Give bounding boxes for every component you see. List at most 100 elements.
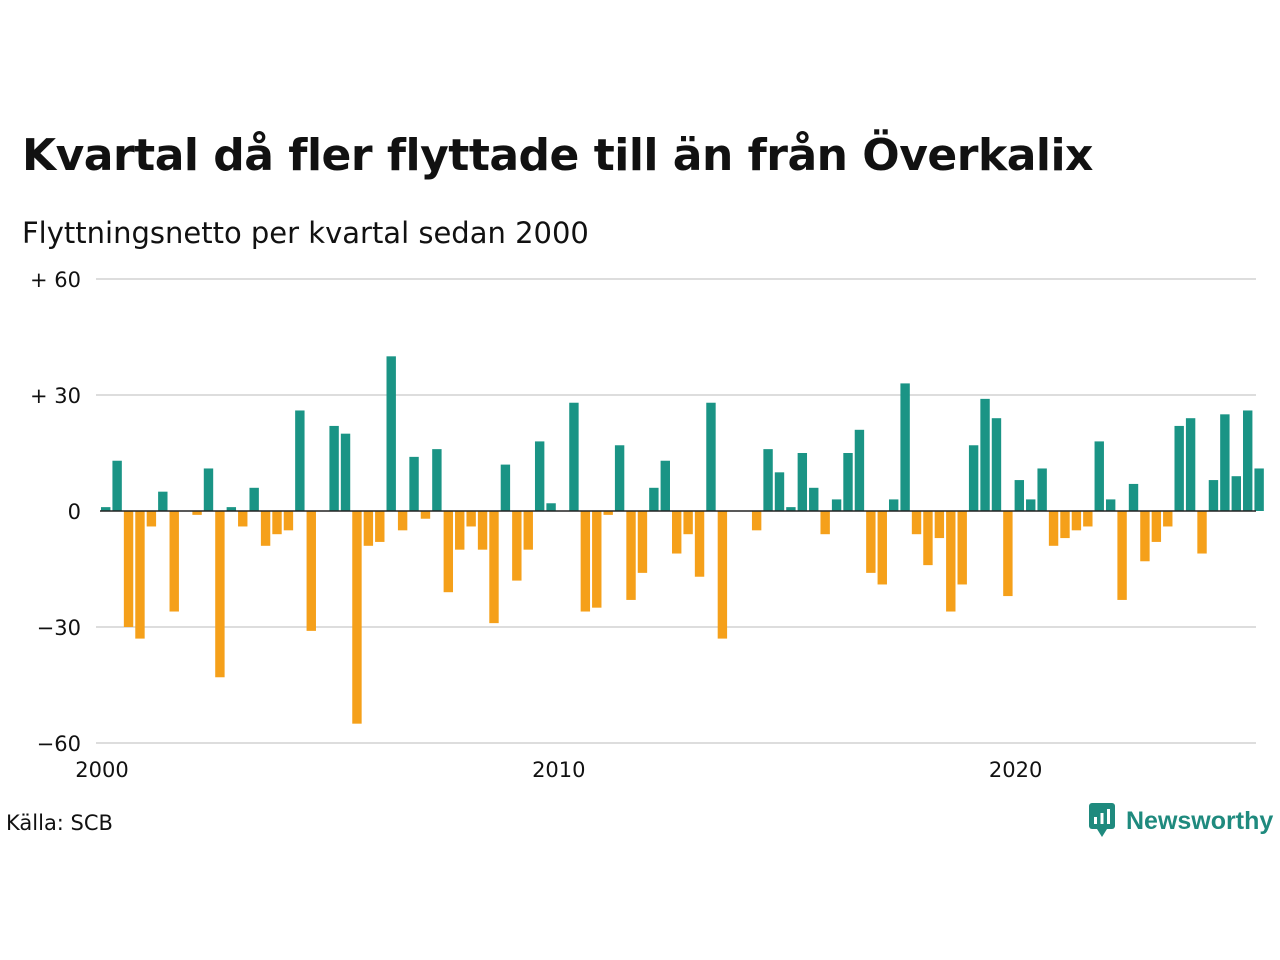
bar-positive xyxy=(226,507,237,511)
bar-negative xyxy=(923,511,933,566)
y-tick-label: −60 xyxy=(37,732,81,756)
bar-negative xyxy=(1003,511,1013,597)
bar-positive xyxy=(534,441,545,511)
bar-negative xyxy=(215,511,225,678)
bar-positive xyxy=(500,464,511,511)
bar-negative xyxy=(1117,511,1127,600)
bar-negative xyxy=(672,511,682,554)
bar-negative xyxy=(455,511,465,550)
bar-positive xyxy=(888,499,899,511)
bar-positive xyxy=(774,472,785,511)
bar-positive xyxy=(649,487,659,511)
bar-positive xyxy=(101,507,111,511)
bar-positive xyxy=(1128,483,1139,511)
bar-negative xyxy=(512,511,522,581)
bar-positive xyxy=(158,491,168,511)
bar-positive xyxy=(329,425,339,511)
bar-negative xyxy=(1151,511,1162,542)
bar-negative xyxy=(637,511,648,573)
bar-negative xyxy=(352,511,362,724)
source-note: Källa: SCB xyxy=(6,811,113,835)
brand-name: Newsworthy xyxy=(1126,806,1274,835)
bar-negative xyxy=(523,511,533,550)
bar-positive xyxy=(968,445,979,511)
bar-negative xyxy=(946,511,956,612)
bar-negative xyxy=(866,511,876,573)
bar-negative xyxy=(238,511,248,527)
bar-negative xyxy=(751,511,762,531)
bar-negative xyxy=(123,511,134,627)
bar-negative xyxy=(1083,511,1093,527)
bar-positive xyxy=(295,410,305,511)
bar-negative xyxy=(1060,511,1070,539)
bars xyxy=(101,356,1264,724)
bar-negative xyxy=(1071,511,1082,531)
bar-positive xyxy=(409,456,419,511)
bar-negative xyxy=(626,511,636,600)
y-axis-labels: + 60 + 30 0 −30 −60 xyxy=(30,268,81,756)
bar-negative xyxy=(603,511,613,515)
y-tick-label: 0 xyxy=(68,500,81,524)
bar-negative xyxy=(306,511,316,631)
bar-positive xyxy=(1026,499,1036,511)
bar-negative xyxy=(1048,511,1059,546)
x-tick-label: 2010 xyxy=(532,758,585,782)
bar-positive xyxy=(1208,480,1219,511)
bar-negative xyxy=(683,511,693,535)
x-tick-label: 2000 xyxy=(75,758,128,782)
bar-negative xyxy=(135,511,145,639)
bar-negative xyxy=(283,511,294,531)
bar-positive xyxy=(854,429,865,511)
bar-positive xyxy=(1037,468,1047,511)
bar-negative xyxy=(397,511,408,531)
bar-negative xyxy=(272,511,282,535)
bar-negative xyxy=(443,511,454,593)
bar-positive xyxy=(614,445,625,511)
bar-positive xyxy=(797,453,808,511)
bar-positive xyxy=(386,356,396,511)
bar-positive xyxy=(1185,418,1196,511)
bar-positive xyxy=(1243,410,1253,511)
bar-positive xyxy=(1220,414,1230,511)
bar-negative xyxy=(1163,511,1173,527)
bar-positive xyxy=(1174,425,1184,511)
gridlines xyxy=(96,278,1256,744)
bar-negative xyxy=(477,511,488,550)
bar-negative xyxy=(169,511,179,612)
bar-positive xyxy=(660,460,670,511)
bar-negative xyxy=(489,511,499,624)
bar-positive xyxy=(1094,441,1104,511)
bar-negative xyxy=(877,511,887,585)
chart-subtitle: Flyttningsnetto per kvartal sedan 2000 xyxy=(22,216,589,250)
bar-positive xyxy=(1254,468,1264,511)
x-axis-labels: 2000 2010 2020 xyxy=(75,758,1042,782)
bar-negative xyxy=(146,511,157,527)
bar-positive xyxy=(980,398,990,511)
bar-positive xyxy=(112,460,122,511)
bar-negative xyxy=(420,511,431,519)
bar-positive xyxy=(1105,499,1116,511)
bar-positive xyxy=(546,503,556,511)
bar-negative xyxy=(375,511,385,542)
chart-title: Kvartal då fler flyttade till än från Öv… xyxy=(22,130,1093,181)
bar-positive xyxy=(843,453,853,511)
bar-negative xyxy=(260,511,271,546)
y-tick-label: −30 xyxy=(37,616,81,640)
bar-negative xyxy=(363,511,374,546)
bar-positive xyxy=(809,487,819,511)
bar-negative xyxy=(466,511,476,527)
bar-positive xyxy=(203,468,214,511)
bar-positive xyxy=(340,433,351,511)
bar-positive xyxy=(1231,476,1241,511)
bar-positive xyxy=(706,402,716,511)
bar-negative xyxy=(1140,511,1150,562)
bar-positive xyxy=(249,487,259,511)
bar-negative xyxy=(592,511,602,608)
bar-negative xyxy=(580,511,591,612)
bar-positive xyxy=(991,418,1002,511)
bar-positive xyxy=(831,499,842,511)
x-tick-label: 2020 xyxy=(989,758,1042,782)
bar-negative xyxy=(934,511,945,539)
bar-negative xyxy=(911,511,922,535)
